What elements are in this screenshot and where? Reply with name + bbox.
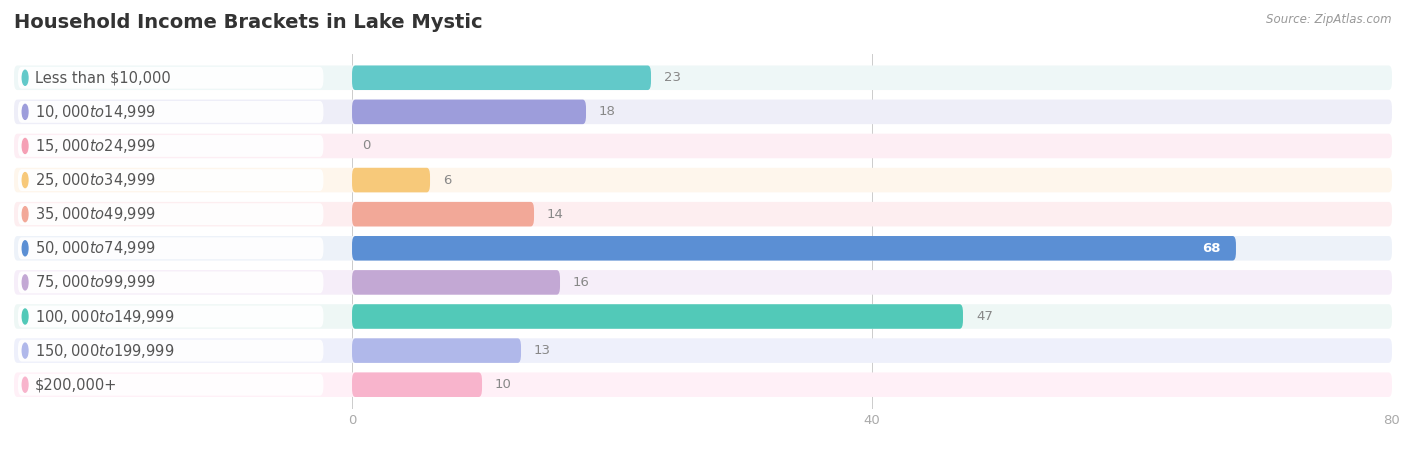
FancyBboxPatch shape bbox=[352, 66, 651, 90]
FancyBboxPatch shape bbox=[18, 101, 323, 123]
FancyBboxPatch shape bbox=[14, 100, 1392, 124]
Text: 16: 16 bbox=[574, 276, 591, 289]
FancyBboxPatch shape bbox=[14, 236, 1392, 260]
FancyBboxPatch shape bbox=[352, 236, 1236, 260]
Circle shape bbox=[22, 207, 28, 222]
Circle shape bbox=[22, 309, 28, 324]
FancyBboxPatch shape bbox=[352, 372, 482, 397]
Text: 13: 13 bbox=[534, 344, 551, 357]
FancyBboxPatch shape bbox=[18, 306, 323, 327]
FancyBboxPatch shape bbox=[18, 135, 323, 157]
Circle shape bbox=[22, 275, 28, 290]
Text: 0: 0 bbox=[363, 140, 371, 153]
Text: 10: 10 bbox=[495, 378, 512, 391]
Circle shape bbox=[22, 104, 28, 119]
FancyBboxPatch shape bbox=[14, 270, 1392, 295]
Circle shape bbox=[22, 70, 28, 85]
Text: $100,000 to $149,999: $100,000 to $149,999 bbox=[35, 308, 174, 326]
Text: $10,000 to $14,999: $10,000 to $14,999 bbox=[35, 103, 156, 121]
FancyBboxPatch shape bbox=[14, 168, 1392, 192]
Circle shape bbox=[22, 138, 28, 154]
FancyBboxPatch shape bbox=[14, 66, 1392, 90]
Text: Less than $10,000: Less than $10,000 bbox=[35, 70, 170, 85]
Text: Source: ZipAtlas.com: Source: ZipAtlas.com bbox=[1267, 13, 1392, 26]
Text: $15,000 to $24,999: $15,000 to $24,999 bbox=[35, 137, 156, 155]
Text: $50,000 to $74,999: $50,000 to $74,999 bbox=[35, 239, 156, 257]
FancyBboxPatch shape bbox=[18, 272, 323, 293]
FancyBboxPatch shape bbox=[352, 168, 430, 192]
FancyBboxPatch shape bbox=[352, 100, 586, 124]
FancyBboxPatch shape bbox=[14, 202, 1392, 226]
Text: $35,000 to $49,999: $35,000 to $49,999 bbox=[35, 205, 156, 223]
Text: $25,000 to $34,999: $25,000 to $34,999 bbox=[35, 171, 156, 189]
Circle shape bbox=[22, 343, 28, 358]
Circle shape bbox=[22, 241, 28, 256]
Text: 23: 23 bbox=[664, 71, 681, 84]
Text: 18: 18 bbox=[599, 106, 616, 119]
Text: 6: 6 bbox=[443, 174, 451, 187]
FancyBboxPatch shape bbox=[14, 372, 1392, 397]
Circle shape bbox=[22, 377, 28, 392]
FancyBboxPatch shape bbox=[352, 202, 534, 226]
FancyBboxPatch shape bbox=[18, 203, 323, 225]
Text: $150,000 to $199,999: $150,000 to $199,999 bbox=[35, 342, 174, 360]
Circle shape bbox=[22, 172, 28, 188]
Text: Household Income Brackets in Lake Mystic: Household Income Brackets in Lake Mystic bbox=[14, 13, 482, 32]
FancyBboxPatch shape bbox=[18, 238, 323, 259]
FancyBboxPatch shape bbox=[352, 270, 560, 295]
FancyBboxPatch shape bbox=[14, 339, 1392, 363]
FancyBboxPatch shape bbox=[18, 340, 323, 361]
Text: $200,000+: $200,000+ bbox=[35, 377, 117, 392]
FancyBboxPatch shape bbox=[18, 67, 323, 88]
Text: 47: 47 bbox=[976, 310, 993, 323]
FancyBboxPatch shape bbox=[14, 134, 1392, 158]
FancyBboxPatch shape bbox=[352, 304, 963, 329]
Text: $75,000 to $99,999: $75,000 to $99,999 bbox=[35, 273, 156, 291]
FancyBboxPatch shape bbox=[352, 339, 522, 363]
FancyBboxPatch shape bbox=[18, 374, 323, 396]
FancyBboxPatch shape bbox=[14, 304, 1392, 329]
Text: 68: 68 bbox=[1202, 242, 1220, 255]
FancyBboxPatch shape bbox=[18, 169, 323, 191]
Text: 14: 14 bbox=[547, 208, 564, 220]
